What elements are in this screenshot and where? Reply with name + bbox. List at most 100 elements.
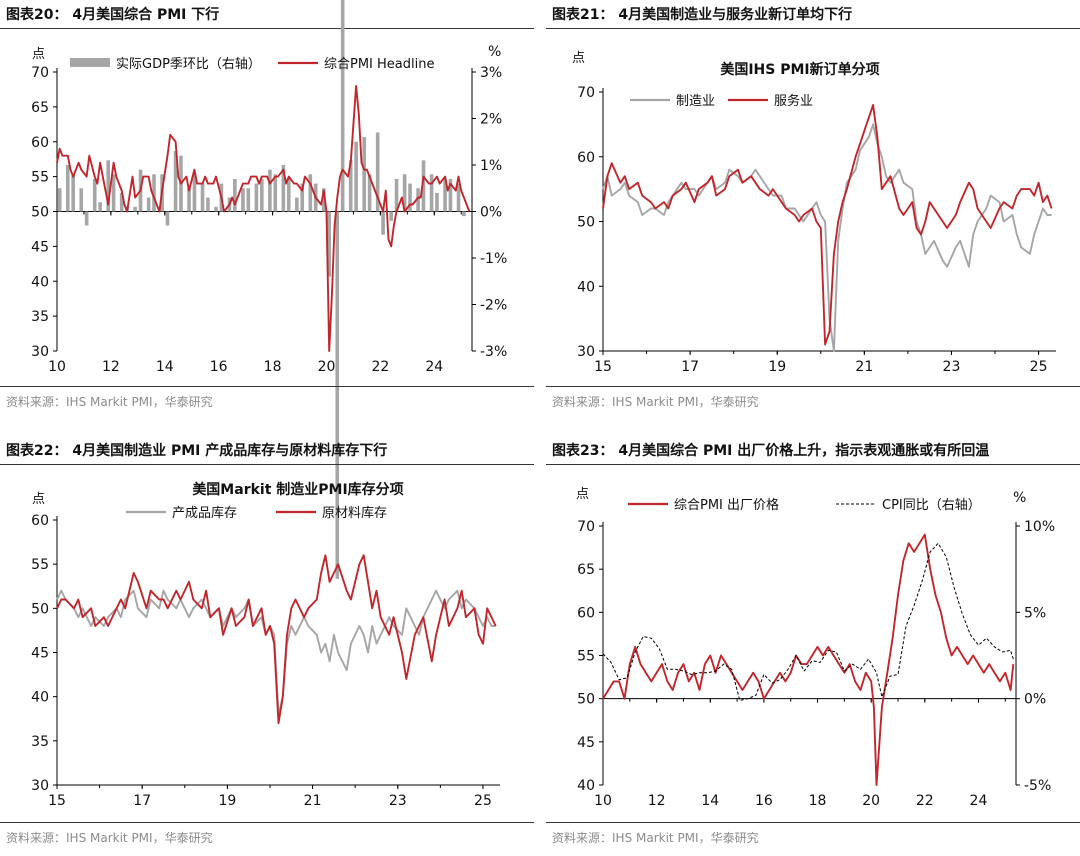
y-tick-label: 70 bbox=[577, 85, 595, 101]
title-rule bbox=[546, 28, 1080, 29]
x-tick-label: 20 bbox=[318, 359, 336, 375]
gdp-bar bbox=[106, 160, 111, 212]
gdp-bar bbox=[443, 178, 447, 212]
y-tick-label: 40 bbox=[577, 778, 595, 794]
y2-tick-label: -1% bbox=[480, 251, 507, 267]
source-rule bbox=[546, 822, 1080, 823]
gdp-bar bbox=[200, 183, 205, 212]
x-tick-label: 18 bbox=[264, 359, 282, 375]
y2-tick-label: -2% bbox=[480, 298, 507, 314]
gdp-bar bbox=[260, 178, 264, 212]
legend-label: 产成品库存 bbox=[172, 505, 237, 521]
gdp-bar bbox=[165, 211, 170, 226]
y-tick-label: 70 bbox=[31, 65, 49, 81]
y2-axis-label: % bbox=[488, 44, 501, 60]
x-tick-label: 23 bbox=[943, 359, 961, 375]
y-tick-label: 50 bbox=[31, 205, 49, 221]
source-note: 资料来源：IHS Markit PMI，华泰研究 bbox=[552, 395, 759, 409]
source-rule bbox=[0, 386, 534, 387]
gdp-bar bbox=[286, 178, 291, 212]
gdp-bar bbox=[71, 174, 75, 212]
y-axis-label: 点 bbox=[576, 487, 589, 502]
y-tick-label: 65 bbox=[31, 100, 49, 116]
y-tick-label: 55 bbox=[577, 649, 595, 665]
y-axis-label: 点 bbox=[32, 492, 45, 507]
x-tick-label: 12 bbox=[102, 359, 120, 375]
x-tick-label: 10 bbox=[48, 359, 66, 375]
x-tick-label: 17 bbox=[133, 793, 151, 809]
gdp-bar bbox=[327, 211, 331, 277]
gdp-bar bbox=[308, 174, 313, 212]
series-line-1 bbox=[602, 123, 1052, 352]
gdp-bar bbox=[192, 174, 197, 212]
legend-label: 制造业 bbox=[676, 94, 715, 109]
legend-label: 综合PMI Headline bbox=[324, 57, 434, 72]
source-rule bbox=[0, 822, 534, 823]
y-tick-label: 40 bbox=[577, 279, 595, 295]
y-tick-label: 30 bbox=[31, 778, 49, 794]
y2-tick-label: 1% bbox=[480, 158, 502, 174]
series-line-2 bbox=[602, 542, 1014, 701]
y-tick-label: 65 bbox=[577, 562, 595, 578]
y-axis-label: 点 bbox=[572, 51, 585, 66]
bar-series bbox=[57, 0, 466, 579]
gdp-bar bbox=[362, 137, 367, 212]
gdp-bar bbox=[462, 211, 466, 217]
chart-title: 图表23： 4月美国综合 PMI 出厂价格上升，指示表观通胀或有所回温 bbox=[552, 443, 990, 459]
gdp-bar bbox=[335, 211, 340, 579]
x-tick-label: 21 bbox=[304, 793, 322, 809]
x-tick-label: 17 bbox=[681, 359, 699, 375]
gdp-bar bbox=[111, 174, 116, 212]
gdp-bar bbox=[416, 188, 420, 212]
legend-label: 实际GDP季环比（右轴） bbox=[116, 57, 261, 72]
legend-swatch bbox=[70, 58, 110, 67]
legend-label: 服务业 bbox=[774, 93, 813, 109]
x-tick-label: 19 bbox=[768, 359, 786, 375]
y2-tick-label: 10% bbox=[1024, 519, 1055, 535]
gdp-bar bbox=[281, 165, 286, 212]
chart-title: 图表22： 4月美国制造业 PMI 产成品库存与原材料库存下行 bbox=[6, 443, 388, 459]
gdp-bar bbox=[435, 192, 439, 212]
gdp-bar bbox=[65, 165, 70, 212]
chart-title: 图表20： 4月美国综合 PMI 下行 bbox=[6, 7, 220, 23]
y-tick-label: 50 bbox=[31, 601, 49, 617]
y-tick-label: 30 bbox=[31, 344, 49, 360]
source-note: 资料来源：IHS Markit PMI，华泰研究 bbox=[6, 831, 213, 845]
gdp-bar bbox=[340, 0, 345, 212]
x-tick-label: 14 bbox=[701, 793, 719, 809]
gdp-bar bbox=[300, 183, 305, 212]
gdp-bar bbox=[268, 169, 272, 212]
gdp-bar bbox=[152, 174, 156, 212]
x-tick-label: 23 bbox=[389, 793, 407, 809]
gdp-bar bbox=[448, 178, 453, 212]
y-tick-label: 70 bbox=[577, 519, 595, 535]
gdp-bar bbox=[389, 211, 393, 221]
chart-panel-new-orders: 图表21： 4月美国制造业与服务业新订单均下行 70 60 50 40 30 15 17 19… bbox=[546, 0, 1080, 420]
y2-tick-label: 0% bbox=[480, 205, 502, 221]
y2-tick-label: -5% bbox=[1024, 778, 1051, 794]
x-tick-label: 10 bbox=[594, 793, 612, 809]
x-tick-label: 21 bbox=[855, 359, 873, 375]
title-rule bbox=[546, 464, 1080, 465]
x-tick-label: 25 bbox=[474, 793, 492, 809]
gdp-bar bbox=[375, 132, 380, 212]
series-line-2 bbox=[602, 104, 1053, 346]
x-tick-label: 24 bbox=[970, 793, 988, 809]
chart-panel-pmi-composite: 图表20： 4月美国综合 PMI 下行 70 65 60 55 50 45 40 35 30 3%… bbox=[0, 0, 534, 579]
gdp-bar bbox=[57, 188, 62, 212]
y2-tick-label: 3% bbox=[480, 65, 502, 81]
gdp-bar bbox=[187, 188, 191, 212]
y-tick-label: 55 bbox=[31, 557, 49, 573]
y2-tick-label: 5% bbox=[1024, 605, 1046, 621]
x-tick-label: 12 bbox=[648, 793, 666, 809]
x-tick-label: 18 bbox=[809, 793, 827, 809]
gdp-bar bbox=[133, 206, 137, 212]
legend-label: 综合PMI 出厂价格 bbox=[674, 497, 779, 513]
series-line-2 bbox=[56, 554, 497, 725]
gdp-bar bbox=[254, 183, 259, 212]
gdp-bar bbox=[456, 183, 461, 212]
y-tick-label: 45 bbox=[31, 239, 49, 255]
gdp-bar bbox=[381, 211, 385, 235]
